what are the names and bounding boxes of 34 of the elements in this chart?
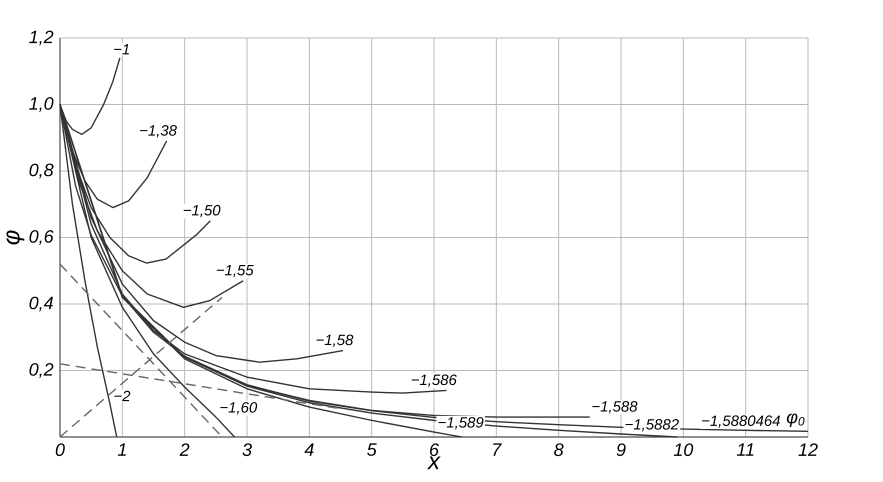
x-tick-label: 4 (304, 443, 314, 456)
y-tick-label: 0,8 (29, 164, 54, 178)
y-tick-label: 0,6 (29, 230, 54, 245)
y-tick-label: 0,2 (29, 363, 54, 378)
y-tick-label: 1,2 (29, 30, 54, 46)
x-tick-label: 10 (674, 443, 694, 456)
x-tick-label: 5 (367, 443, 377, 456)
x-tick-label: 1 (118, 443, 126, 456)
x-tick-label: 12 (798, 443, 818, 456)
x-tick-label: 9 (616, 443, 626, 456)
series-label: −1 (114, 44, 129, 54)
series-label: −2 (114, 390, 130, 402)
x-tick-label: 11 (736, 443, 754, 456)
annotation: φ$_{0}$ (786, 414, 805, 427)
x-tick-label: 0 (56, 443, 65, 456)
y-axis-title: φ (6, 230, 24, 244)
x-tick-label: 7 (493, 443, 502, 456)
series-label: −1,5880464 (702, 415, 780, 428)
x-tick-label: 6 (430, 443, 439, 456)
x-tick-label: 8 (554, 443, 564, 456)
y-tick-label: 0,4 (29, 296, 53, 312)
series-label: −1,60 (220, 402, 258, 414)
y-tick-label: 1,0 (29, 97, 54, 112)
x-tick-label: 3 (242, 443, 252, 456)
series-label: −1,588 (592, 401, 638, 414)
series-label: −1,5882 (626, 419, 679, 432)
x-axis-title: x (427, 456, 441, 470)
series-label: −1,586 (412, 374, 457, 387)
series-label: −1,55 (216, 264, 254, 278)
series-label: −1,58 (316, 334, 354, 347)
x-tick-label: 2 (180, 443, 190, 456)
series-label: −1,589 (438, 417, 484, 430)
series-label: −1,50 (184, 204, 220, 218)
series-label: −1,38 (140, 125, 177, 138)
